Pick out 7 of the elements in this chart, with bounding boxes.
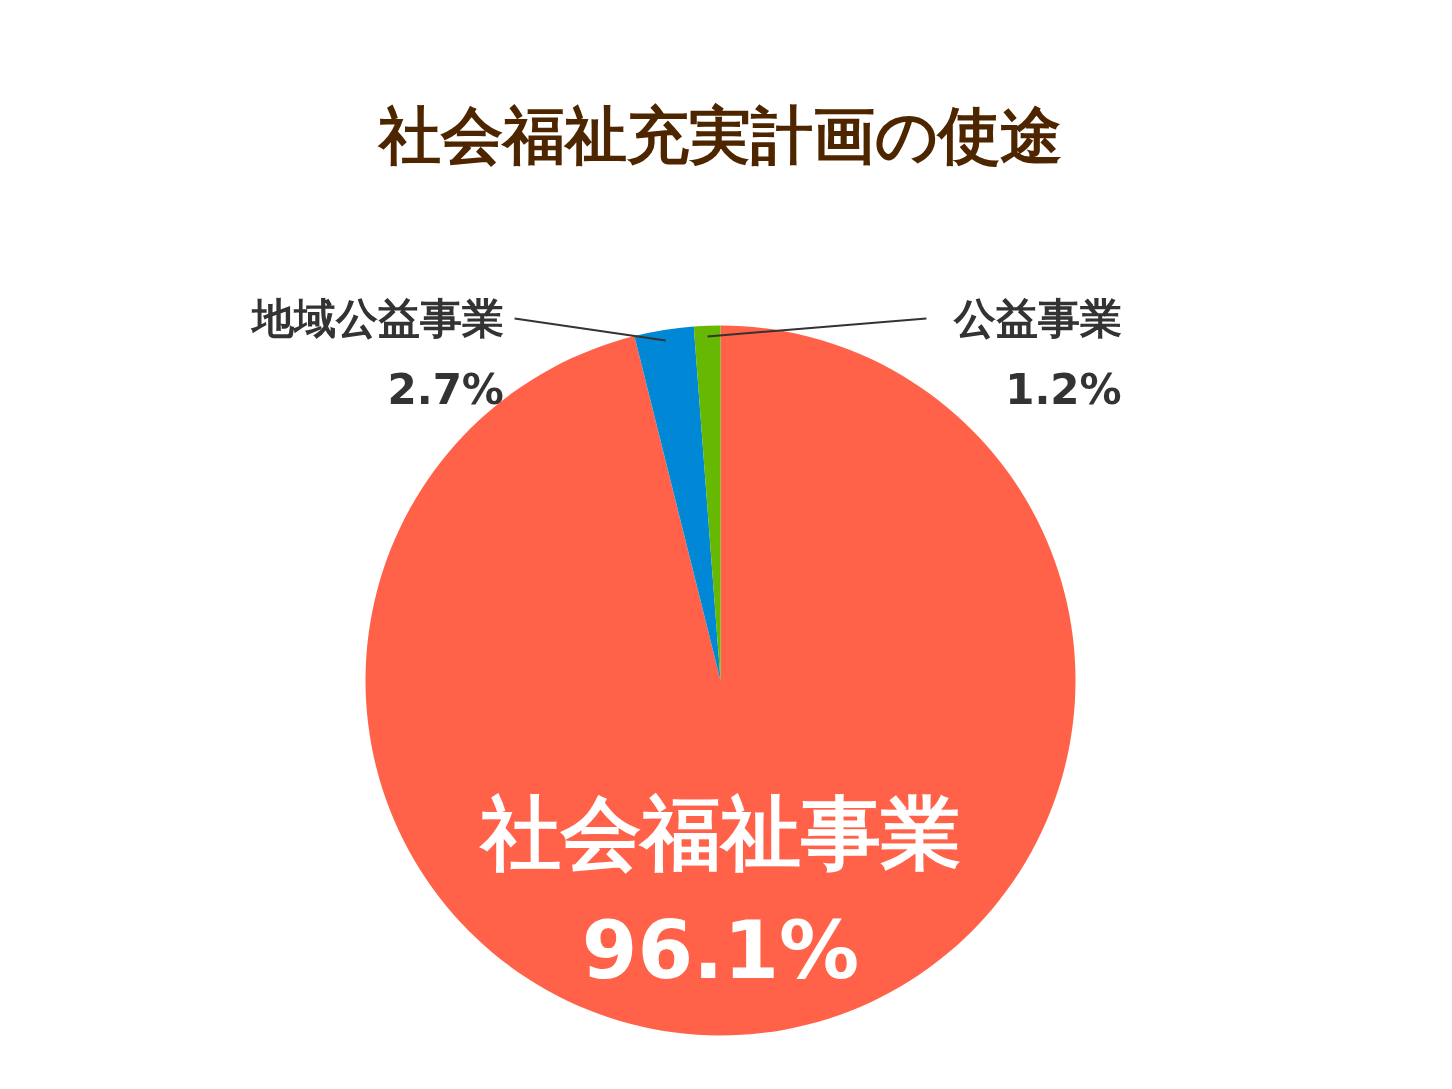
- slice-label: 公益事業: [952, 293, 1122, 343]
- data-label: 2.7%: [387, 364, 504, 414]
- slice-label: 社会福祉事業: [478, 786, 961, 880]
- chart-title: 社会福祉充実計画の使途: [377, 99, 1062, 172]
- data-label: 1.2%: [1005, 364, 1122, 414]
- data-label: 96.1%: [581, 903, 860, 997]
- slice-label: 地域公益事業: [249, 293, 504, 343]
